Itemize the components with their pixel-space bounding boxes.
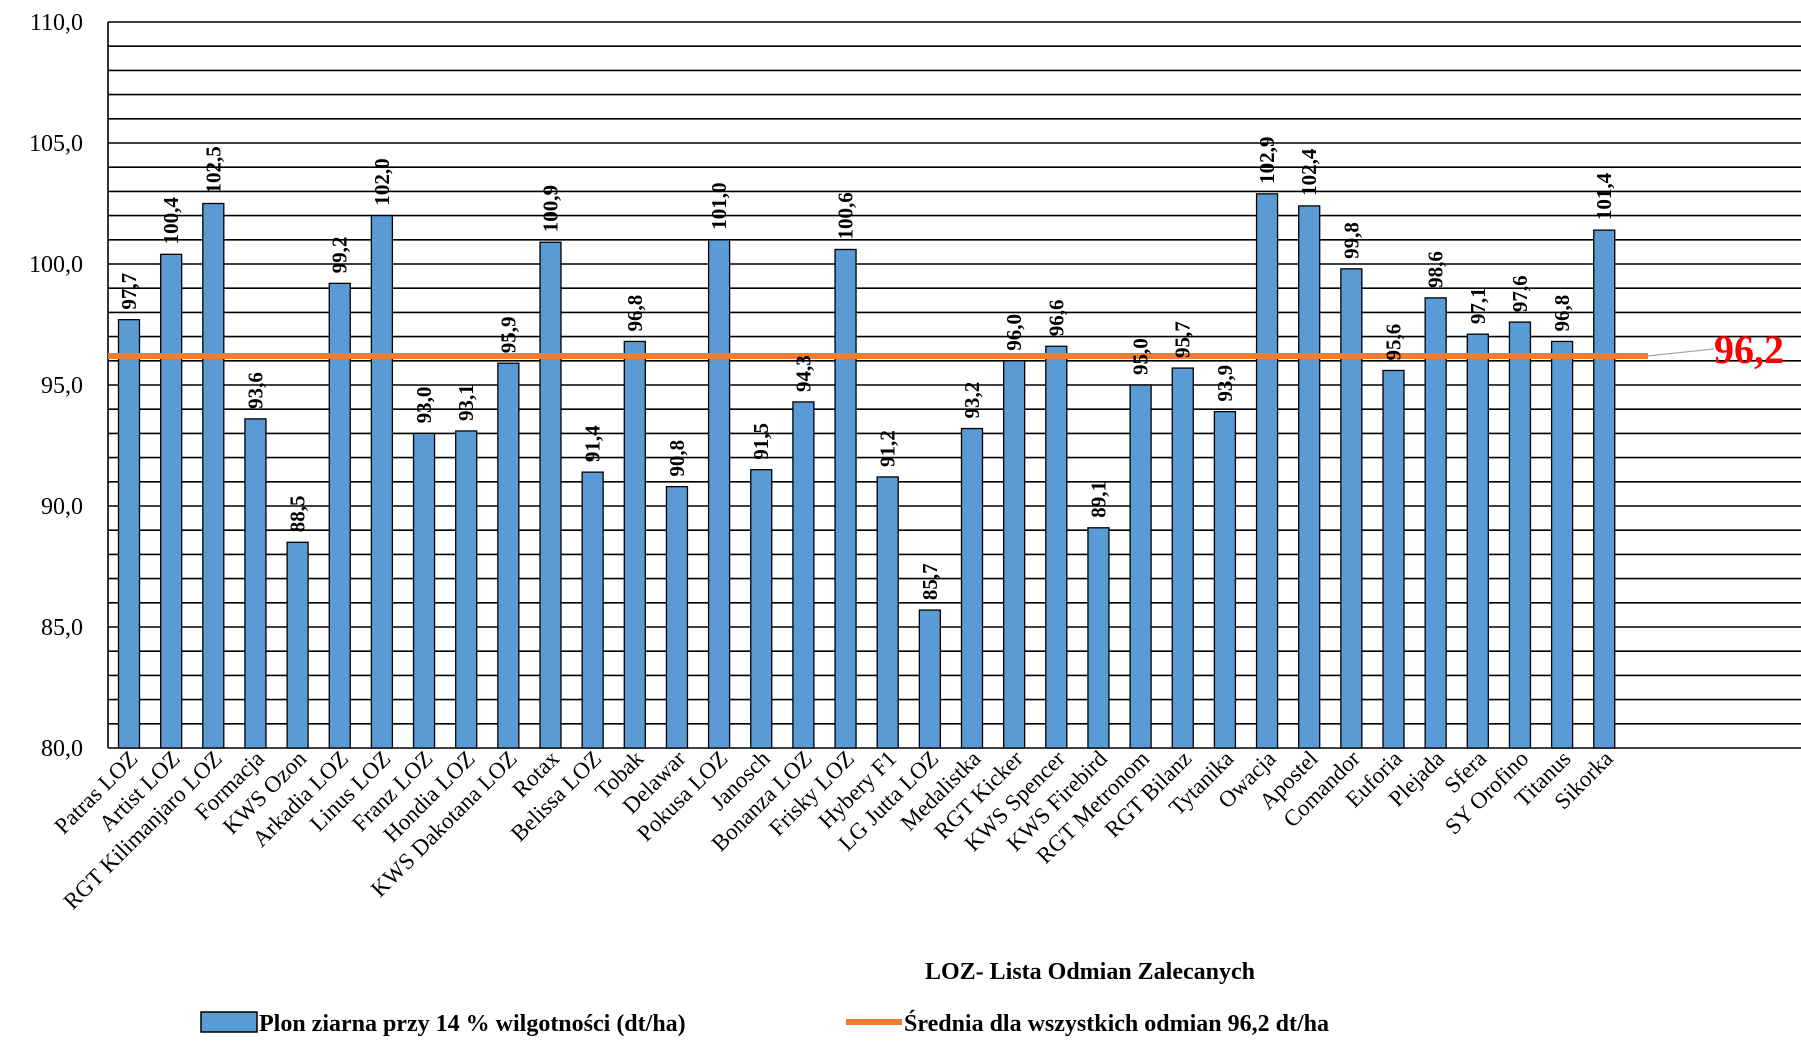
- bar: [370, 214, 394, 749]
- bar: [1593, 229, 1616, 749]
- bar: [159, 253, 183, 749]
- data-label: 95,9: [496, 316, 520, 353]
- y-axis-ticks: 80,0 85,0 90,0 95,0 100,0 105,0 110,0: [29, 10, 83, 762]
- data-label: 100,4: [159, 197, 183, 245]
- y-tick-label: 95,0: [41, 373, 83, 399]
- y-tick-label: 80,0: [41, 736, 83, 762]
- data-label: 94,3: [791, 355, 815, 392]
- data-label: 95,0: [1129, 338, 1153, 375]
- legend-bar-swatch: [200, 1011, 258, 1033]
- bar: [202, 202, 225, 749]
- bar: [1045, 345, 1068, 749]
- bar: [1213, 410, 1237, 749]
- bar: [1382, 369, 1405, 749]
- data-label: 97,1: [1466, 287, 1490, 324]
- bar: [497, 362, 520, 749]
- data-label: 91,4: [581, 425, 605, 462]
- data-label: 85,7: [918, 563, 942, 600]
- y-tick-label: 105,0: [29, 131, 83, 157]
- grid-lines: [107, 21, 1801, 749]
- bar: [918, 609, 941, 749]
- bar: [707, 239, 731, 749]
- y-tick-label: 110,0: [30, 10, 83, 36]
- legend-bar-label: Plon ziarna przy 14 % wilgotności (dt/ha…: [259, 1011, 686, 1037]
- data-label: 96,0: [1002, 314, 1026, 351]
- bar: [455, 430, 478, 749]
- average-line-group: 96,2: [108, 327, 1784, 372]
- data-label: 90,8: [665, 440, 689, 477]
- bar: [117, 319, 141, 749]
- data-label: 97,7: [117, 273, 141, 310]
- data-label: 95,7: [1171, 321, 1195, 358]
- data-label: 102,4: [1297, 148, 1321, 196]
- data-label: 93,2: [960, 382, 984, 419]
- bar: [581, 471, 604, 749]
- data-label: 101,0: [707, 183, 731, 230]
- bar: [876, 476, 899, 749]
- legend: Plon ziarna przy 14 % wilgotności (dt/ha…: [200, 1010, 1329, 1037]
- average-value-label: 96,2: [1714, 327, 1784, 372]
- data-label: 100,6: [834, 192, 858, 239]
- bar: [244, 418, 267, 749]
- data-label: 91,5: [749, 423, 773, 460]
- legend-average-label: Średnia dla wszystkich odmian 96,2 dt/ha: [904, 1010, 1329, 1037]
- bar: [1550, 340, 1574, 749]
- y-tick-label: 85,0: [41, 615, 83, 641]
- bar: [750, 469, 773, 749]
- loz-note: LOZ- Lista Odmian Zalecanych: [925, 959, 1255, 985]
- data-label: 98,6: [1424, 251, 1448, 288]
- bar-series: [117, 193, 1616, 749]
- bar: [1424, 297, 1447, 749]
- data-label: 91,2: [876, 430, 900, 467]
- data-label: 102,9: [1255, 137, 1279, 184]
- bar: [539, 241, 562, 749]
- bar: [960, 427, 984, 749]
- bar: [328, 282, 351, 749]
- data-label: 96,8: [1550, 295, 1574, 332]
- data-label: 101,4: [1592, 172, 1616, 220]
- average-leader-line: [1647, 348, 1715, 357]
- data-label: 93,0: [412, 387, 436, 424]
- bar: [1129, 384, 1152, 749]
- y-tick-label: 100,0: [29, 252, 83, 278]
- data-label: 99,8: [1339, 222, 1363, 259]
- bar: [1340, 268, 1363, 749]
- bar: [1171, 367, 1194, 749]
- bar: [1255, 193, 1279, 749]
- data-label: 93,1: [454, 384, 478, 421]
- bar: [286, 541, 309, 749]
- data-label: 88,5: [286, 496, 310, 533]
- data-label: 100,9: [539, 185, 563, 232]
- bar: [623, 340, 646, 749]
- bar: [665, 485, 689, 749]
- data-label: 97,6: [1508, 275, 1532, 312]
- bar: [792, 401, 815, 749]
- bar: [1003, 360, 1026, 749]
- data-label: 95,6: [1382, 324, 1406, 361]
- data-labels: 97,7 100,4 102,5 93,6 88,5 99,2 102,0 93,0 93,1 9…: [117, 137, 1616, 600]
- data-label: 96,6: [1044, 300, 1068, 337]
- bar: [1508, 321, 1532, 749]
- data-label: 93,9: [1213, 365, 1237, 402]
- data-label: 89,1: [1086, 481, 1110, 518]
- data-label: 99,2: [328, 237, 352, 274]
- bar: [834, 248, 857, 749]
- bar: [412, 432, 436, 749]
- data-label: 96,8: [623, 295, 647, 332]
- data-label: 102,0: [370, 158, 394, 205]
- bar: [1087, 527, 1110, 749]
- data-label: 102,5: [201, 146, 225, 193]
- data-label: 93,6: [243, 372, 267, 409]
- y-tick-label: 90,0: [41, 494, 83, 520]
- bar: [1466, 333, 1489, 749]
- bar: [1298, 205, 1321, 749]
